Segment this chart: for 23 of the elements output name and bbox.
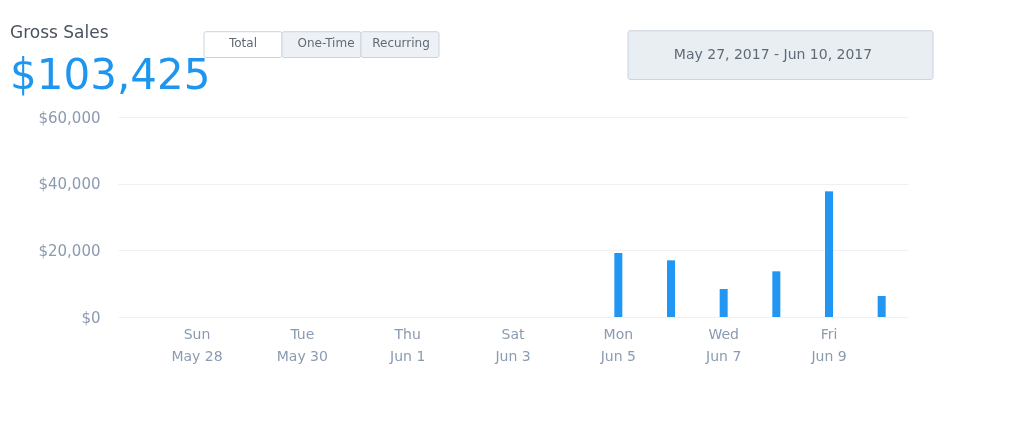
y-tick-label: $0 [81,308,101,327]
chart-title: Gross Sales [10,22,109,43]
bar [825,191,833,317]
bar [667,260,675,317]
x-tick-label: Thu Jun 1 [389,325,426,364]
bar [719,289,728,317]
y-tick-label: $60,000 [38,108,101,127]
x-tick-label: Fri Jun 9 [810,325,847,364]
x-tick-label: Mon Jun 5 [599,325,636,364]
y-tick-label: $20,000 [38,241,101,260]
text: One-Time [297,36,355,51]
x-tick-label: Sun May 28 [171,325,223,364]
text: Total [227,36,258,51]
x-tick-label: Wed Jun 7 [705,325,742,364]
text: Recurring [372,36,430,51]
x-tick-label: Sat Jun 3 [494,325,531,364]
y-tick-label: $40,000 [38,175,101,194]
chart-subtitle: $103,425 [10,50,211,99]
bar [614,253,623,317]
bar [772,271,781,317]
text: May 27, 2017 - Jun 10, 2017 [673,45,873,62]
bar [877,296,886,317]
x-tick-label: Tue May 30 [276,325,328,364]
